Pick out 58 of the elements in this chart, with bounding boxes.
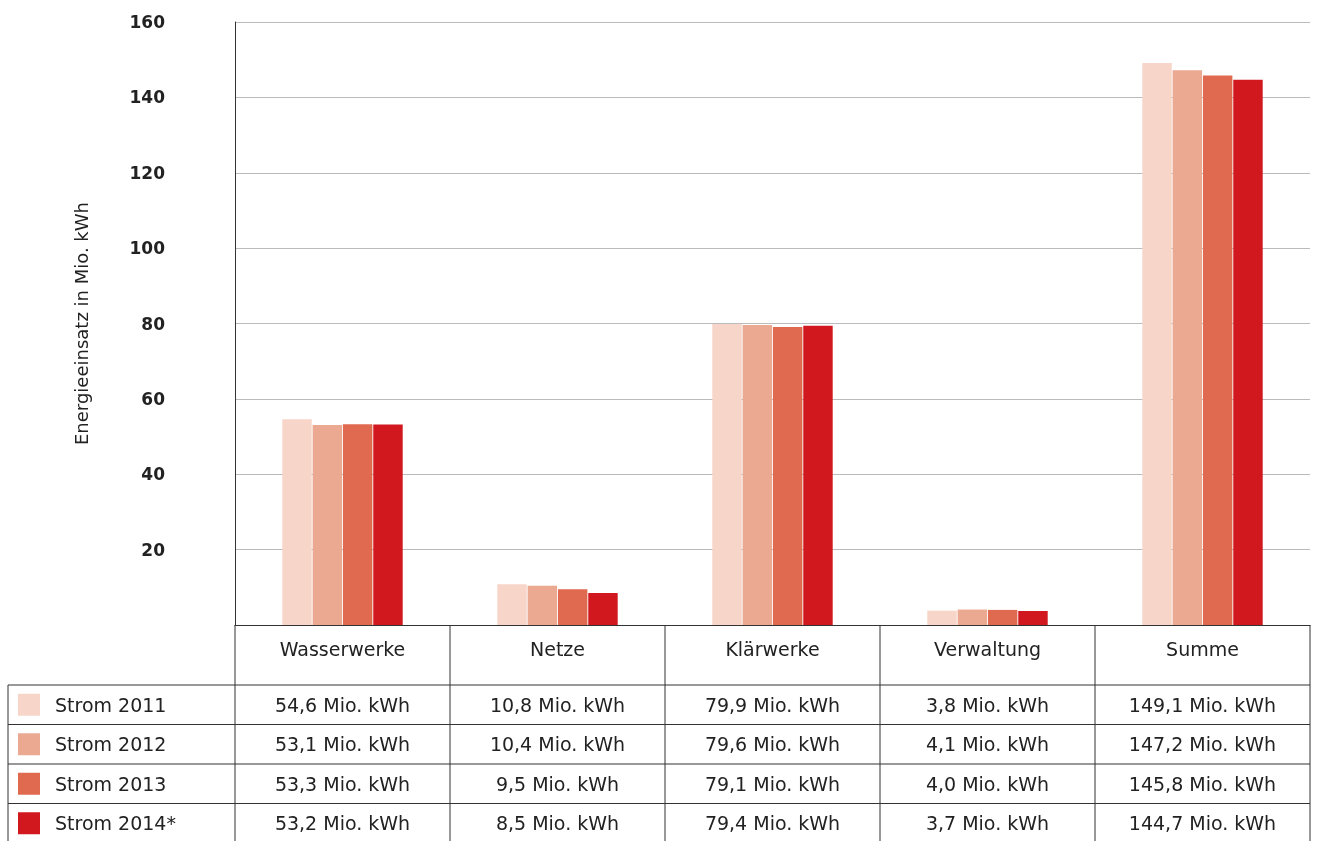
data-label: 79,6 Mio. kWh	[704, 733, 841, 756]
bar	[1202, 75, 1233, 625]
data-label: 79,1 Mio. kWh	[704, 772, 841, 795]
data-label: 53,2 Mio. kWh	[274, 812, 411, 835]
y-tick-label: 80	[141, 313, 166, 334]
data-label: 144,7 Mio. kWh	[1128, 812, 1277, 835]
y-tick-label: 40	[141, 464, 166, 485]
bar	[742, 325, 773, 625]
legend-label: Strom 2014*	[55, 812, 176, 835]
x-tick-label: Wasserwerke	[279, 638, 406, 660]
data-label: 149,1 Mio. kWh	[1128, 693, 1277, 716]
data-label: 3,8 Mio. kWh	[925, 693, 1050, 716]
bar	[557, 589, 588, 625]
data-label: 10,8 Mio. kWh	[489, 693, 626, 716]
bar	[957, 609, 988, 625]
bar	[588, 592, 618, 625]
data-label: 79,4 Mio. kWh	[704, 812, 841, 835]
y-tick-label: 60	[141, 388, 166, 409]
bar	[712, 323, 742, 625]
y-tick-label: 20	[141, 539, 166, 560]
bar	[772, 326, 803, 625]
x-tick-label: Klärwerke	[725, 638, 820, 660]
data-label: 79,9 Mio. kWh	[704, 693, 841, 716]
data-label: 53,3 Mio. kWh	[274, 772, 411, 795]
bar	[987, 609, 1018, 625]
bar	[312, 424, 343, 625]
data-label: 8,5 Mio. kWh	[495, 812, 620, 835]
data-label: 4,0 Mio. kWh	[925, 772, 1050, 795]
bar	[342, 424, 373, 625]
legend-label: Strom 2011	[55, 693, 167, 716]
data-label: 53,1 Mio. kWh	[274, 733, 411, 756]
data-label: 145,8 Mio. kWh	[1128, 772, 1277, 795]
bar	[1233, 79, 1263, 625]
bar	[1142, 63, 1172, 625]
y-tick-label: 160	[129, 12, 166, 32]
bar	[927, 610, 957, 625]
bar	[527, 585, 558, 625]
y-tick-label: 140	[129, 87, 166, 108]
y-tick-label: 100	[129, 238, 166, 259]
data-label: 10,4 Mio. kWh	[489, 733, 626, 756]
x-tick-label: Netze	[529, 638, 586, 660]
bar	[1172, 70, 1203, 625]
data-label: 9,5 Mio. kWh	[495, 772, 620, 795]
y-tick-label: 120	[129, 162, 166, 183]
bar	[497, 584, 527, 625]
data-label: 147,2 Mio. kWh	[1128, 733, 1277, 756]
bar	[1018, 611, 1048, 625]
data-label: 4,1 Mio. kWh	[925, 733, 1050, 756]
x-tick-label: Verwaltung	[933, 638, 1042, 660]
bar	[373, 424, 403, 625]
legend-label: Strom 2013	[55, 772, 167, 795]
legend-label: Strom 2012	[55, 733, 167, 756]
data-label: 54,6 Mio. kWh	[274, 693, 411, 716]
y-axis-title: Energieeinsatz in Mio. kWh	[70, 202, 92, 445]
bar	[803, 325, 833, 625]
x-tick-label: Summe	[1166, 638, 1239, 660]
bar	[282, 419, 312, 625]
data-label: 3,7 Mio. kWh	[925, 812, 1050, 835]
